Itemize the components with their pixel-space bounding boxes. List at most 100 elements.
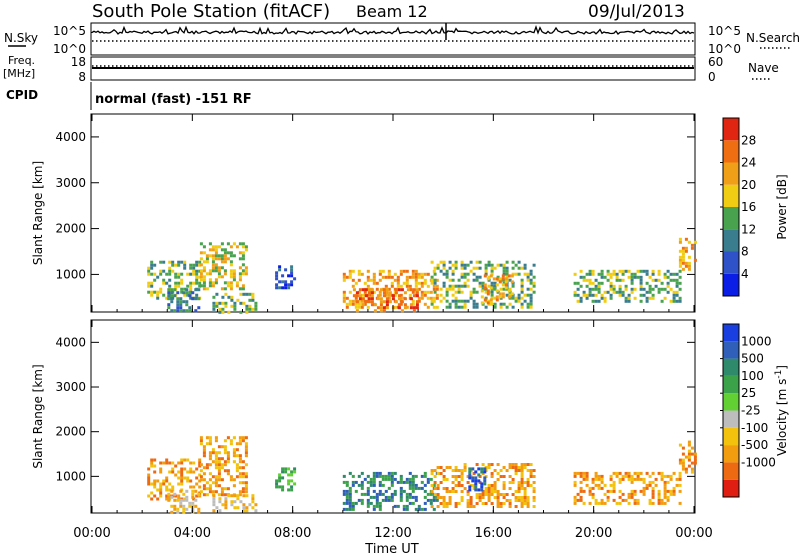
velocity-echo-cell bbox=[436, 493, 440, 496]
velocity-echo-cell bbox=[220, 457, 224, 461]
power-echo-cell bbox=[645, 299, 649, 303]
velocity-echo-cell bbox=[180, 467, 184, 471]
power-echo-cell bbox=[208, 269, 212, 273]
velocity-echo-cell bbox=[430, 490, 434, 493]
velocity-echo-cell bbox=[594, 483, 598, 487]
power-echo-cell bbox=[496, 263, 500, 267]
power-echo-cell bbox=[167, 306, 171, 310]
power-echo-cell bbox=[526, 272, 530, 276]
power-echo-cell bbox=[451, 269, 455, 273]
power-echo-cell bbox=[199, 242, 203, 246]
power-echo-cell bbox=[511, 272, 515, 276]
power-echo-cell bbox=[505, 260, 509, 264]
velocity-echo-cell bbox=[360, 480, 364, 484]
velocity-echo-cell bbox=[636, 501, 640, 505]
velocity-echo-cell bbox=[675, 477, 679, 481]
velocity-echo-cell bbox=[408, 486, 412, 490]
power-echo-cell bbox=[606, 269, 610, 273]
power-echo-cell bbox=[690, 243, 694, 247]
velocity-echo-cell bbox=[211, 475, 215, 479]
velocity-echo-cell bbox=[199, 490, 203, 494]
velocity-echo-cell bbox=[189, 470, 193, 474]
power-echo-cell bbox=[370, 294, 374, 298]
velocity-echo-cell bbox=[481, 472, 485, 475]
power-echo-cell bbox=[505, 305, 509, 309]
velocity-echo-cell bbox=[642, 477, 646, 481]
power-echo-cell bbox=[251, 307, 255, 311]
velocity-echo-cell bbox=[615, 474, 619, 478]
power-echo-cell bbox=[451, 299, 455, 303]
power-echo-cell bbox=[241, 251, 245, 255]
power-echo-cell bbox=[498, 280, 502, 284]
velocity-echo-cell bbox=[214, 466, 218, 470]
power-echo-cell bbox=[648, 275, 652, 279]
velocity-echo-cell bbox=[532, 475, 536, 478]
power-echo-cell bbox=[508, 278, 512, 282]
velocity-echo-cell bbox=[615, 471, 619, 475]
velocity-echo-cell bbox=[483, 482, 487, 486]
velocity-echo-cell bbox=[165, 485, 169, 489]
power-echo-cell bbox=[484, 305, 488, 309]
power-echo-cell bbox=[454, 299, 458, 303]
velocity-echo-cell bbox=[514, 469, 518, 472]
velocity-echo-cell bbox=[232, 451, 236, 455]
power-echo-cell bbox=[483, 274, 487, 278]
velocity-echo-cell bbox=[484, 490, 488, 493]
velocity-echo-cell bbox=[342, 492, 346, 496]
velocity-echo-cell bbox=[153, 458, 157, 462]
power-echo-cell bbox=[475, 266, 479, 270]
velocity-echo-cell bbox=[439, 502, 443, 505]
power-echo-cell bbox=[672, 293, 676, 297]
power-echo-cell bbox=[221, 295, 225, 299]
velocity-echo-cell bbox=[369, 480, 373, 484]
nave-label: Nave bbox=[748, 61, 779, 75]
power-echo-cell bbox=[179, 300, 183, 304]
power-echo-cell bbox=[214, 263, 218, 267]
velocity-echo-cell bbox=[411, 474, 415, 478]
power-echo-cell bbox=[420, 272, 424, 276]
velocity-echo-cell bbox=[372, 477, 376, 481]
power-echo-cell bbox=[411, 269, 415, 273]
velocity-echo-cell bbox=[648, 498, 652, 502]
velocity-echo-cell bbox=[529, 484, 533, 487]
velocity-echo-cell bbox=[162, 461, 166, 465]
velocity-echo-cell bbox=[372, 495, 376, 499]
velocity-echo-cell bbox=[214, 460, 218, 464]
velocity-echo-cell bbox=[170, 504, 174, 508]
velocity-echo-cell bbox=[176, 498, 180, 502]
power-echo-cell bbox=[167, 294, 171, 298]
velocity-echo-cell bbox=[511, 466, 515, 469]
power-echo-cell bbox=[430, 260, 434, 264]
velocity-echo-cell bbox=[454, 478, 458, 481]
velocity-echo-cell bbox=[360, 486, 364, 490]
power-echo-cell bbox=[618, 287, 622, 291]
power-echo-cell bbox=[520, 284, 524, 288]
velocity-echo-cell bbox=[508, 505, 512, 508]
velocity-echo-cell bbox=[579, 474, 583, 478]
power-echo-region bbox=[167, 288, 201, 313]
power-echo-cell bbox=[666, 290, 670, 294]
power-echo-cell bbox=[663, 287, 667, 291]
velocity-echo-cell bbox=[666, 474, 670, 478]
velocity-echo-cell bbox=[463, 463, 467, 466]
power-echo-cell bbox=[520, 302, 524, 306]
power-echo-cell bbox=[229, 269, 233, 273]
power-echo-cell bbox=[526, 287, 530, 291]
power-echo-cell bbox=[448, 302, 452, 306]
power-echo-cell bbox=[241, 272, 245, 276]
velocity-echo-cell bbox=[651, 489, 655, 493]
power-echo-cell bbox=[221, 310, 225, 314]
power-echo-cell bbox=[195, 281, 199, 285]
velocity-echo-cell bbox=[474, 482, 478, 486]
velocity-echo-cell bbox=[681, 464, 685, 468]
velocity-echo-cell bbox=[179, 501, 183, 505]
velocity-echo-cell bbox=[496, 502, 500, 505]
velocity-echo-cell bbox=[159, 494, 163, 498]
power-echo-cell bbox=[630, 272, 634, 276]
power-echo-cell bbox=[230, 295, 234, 299]
velocity-echo-cell bbox=[211, 448, 215, 452]
velocity-echo-cell bbox=[235, 454, 239, 458]
velocity-echo-cell bbox=[523, 502, 527, 505]
power-echo-cell bbox=[415, 288, 419, 292]
